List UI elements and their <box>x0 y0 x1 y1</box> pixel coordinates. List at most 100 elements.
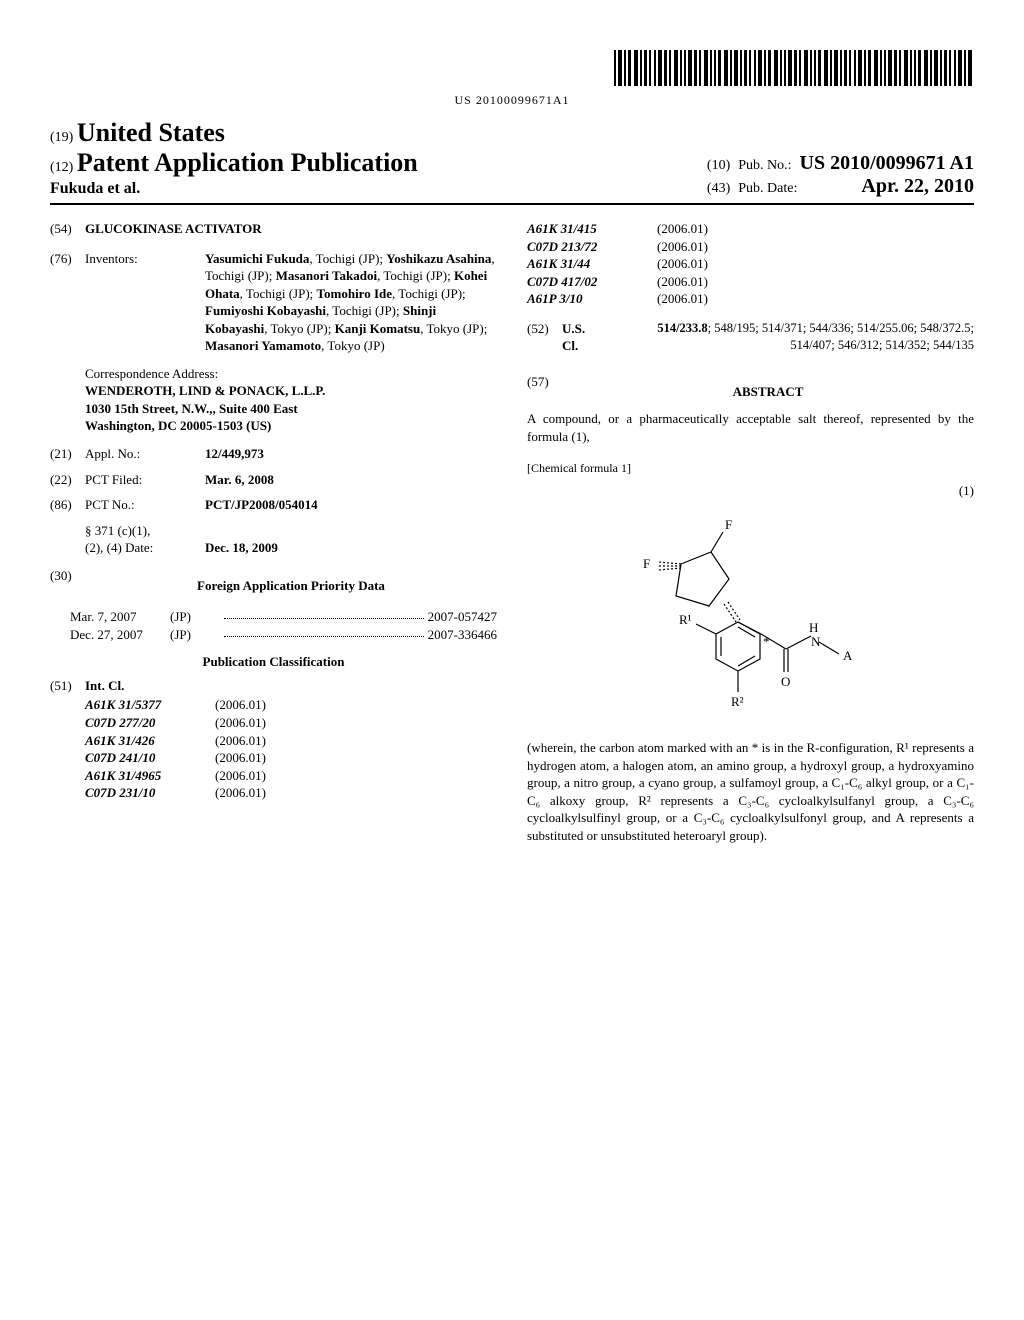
int-cl-code-val: A61P 3/10 <box>527 290 657 308</box>
s371-line2-label: (2), (4) Date: <box>85 539 205 557</box>
inventors-list: Yasumichi Fukuda, Tochigi (JP); Yoshikaz… <box>205 250 497 355</box>
correspondence-label: Correspondence Address: <box>85 365 497 383</box>
int-cl-code-val: C07D 213/72 <box>527 238 657 256</box>
int-cl-item: A61K 31/44 (2006.01) <box>527 255 974 273</box>
correspondence: Correspondence Address: WENDEROTH, LIND … <box>85 365 497 435</box>
inventor-location: , Tochigi (JP); <box>240 286 317 301</box>
pct-filed-label: PCT Filed: <box>85 471 205 489</box>
int-cl-year: (2006.01) <box>657 290 974 308</box>
priority-number: 2007-057427 <box>428 608 497 626</box>
int-cl-item: A61K 31/5377 (2006.01) <box>85 696 497 714</box>
foreign-priority-code-row: (30) Foreign Application Priority Data <box>50 567 497 601</box>
int-cl-year: (2006.01) <box>215 696 497 714</box>
chem-label-N: N <box>811 634 821 649</box>
inventors-label: Inventors: <box>85 250 205 355</box>
inventor-location: , Tokyo (JP) <box>321 338 385 353</box>
priority-row: Mar. 7, 2007 (JP) 2007-057427 <box>70 608 497 626</box>
pct-no-row: (86) PCT No.: PCT/JP2008/054014 <box>50 496 497 514</box>
priority-date: Dec. 27, 2007 <box>70 626 170 644</box>
abstract-intro: A compound, or a pharmaceutically accept… <box>527 410 974 445</box>
inventor-location: , Tokyo (JP); <box>420 321 487 336</box>
priority-country: (JP) <box>170 608 220 626</box>
pct-filed-code: (22) <box>50 471 85 489</box>
us-cl-row: (52) U.S. Cl. 514/233.8; 548/195; 514/37… <box>527 320 974 355</box>
int-cl-year: (2006.01) <box>657 273 974 291</box>
int-cl-year: (2006.01) <box>215 749 497 767</box>
pct-filed-row: (22) PCT Filed: Mar. 6, 2008 <box>50 471 497 489</box>
priority-country: (JP) <box>170 626 220 644</box>
int-cl-row: (51) Int. Cl. <box>50 677 497 695</box>
abstract-code: (57) <box>527 373 562 411</box>
us-cl-label: U.S. Cl. <box>562 320 602 355</box>
title-row: (54) GLUCOKINASE ACTIVATOR <box>50 220 497 238</box>
inventor-location: , Tokyo (JP); <box>264 321 334 336</box>
chem-label-Fprime: F <box>643 556 650 571</box>
us-cl-code: (52) <box>527 320 562 338</box>
int-cl-item: A61K 31/426 (2006.01) <box>85 732 497 750</box>
pub-class-heading: Publication Classification <box>50 653 497 671</box>
inventor-name: Masanori Yamamoto <box>205 338 321 353</box>
right-column: A61K 31/415 (2006.01)C07D 213/72 (2006.0… <box>527 220 974 844</box>
correspondence-line1: WENDEROTH, LIND & PONACK, L.L.P. <box>85 382 497 400</box>
inventor-name: Masanori Takadoi <box>276 268 378 283</box>
int-cl-year: (2006.01) <box>657 220 974 238</box>
inventors-row: (76) Inventors: Yasumichi Fukuda, Tochig… <box>50 250 497 355</box>
left-column: (54) GLUCOKINASE ACTIVATOR (76) Inventor… <box>50 220 497 844</box>
int-cl-item: A61K 31/415 (2006.01) <box>527 220 974 238</box>
pct-no-code: (86) <box>50 496 85 514</box>
country-code: (19) <box>50 130 73 145</box>
header: (19) United States (12) Patent Applicati… <box>50 113 974 205</box>
int-cl-code-val: C07D 241/10 <box>85 749 215 767</box>
priority-number: 2007-336466 <box>428 626 497 644</box>
int-cl-item: C07D 231/10 (2006.01) <box>85 784 497 802</box>
inventor-name: Tomohiro Ide <box>317 286 393 301</box>
int-cl-item: C07D 417/02 (2006.01) <box>527 273 974 291</box>
int-cl-item: A61P 3/10 (2006.01) <box>527 290 974 308</box>
chem-formula-label: [Chemical formula 1] <box>527 460 974 476</box>
int-cl-label: Int. Cl. <box>85 677 124 695</box>
chem-label-R1: R¹ <box>679 612 692 627</box>
chem-label-star: * <box>763 634 770 649</box>
int-cl-year: (2006.01) <box>657 255 974 273</box>
chem-label-R2: R² <box>731 694 744 709</box>
pub-type: Patent Application Publication <box>77 148 418 177</box>
chem-formula-number: (1) <box>527 482 974 500</box>
int-cl-item: C07D 241/10 (2006.01) <box>85 749 497 767</box>
us-cl-values: 514/233.8; 548/195; 514/371; 544/336; 51… <box>610 320 974 354</box>
correspondence-line2: 1030 15th Street, N.W.,, Suite 400 East <box>85 400 497 418</box>
int-cl-code-val: A61K 31/4965 <box>85 767 215 785</box>
pub-no-code: (10) <box>707 158 730 174</box>
us-cl-primary: 514/233.8 <box>657 321 707 335</box>
int-cl-right-list: A61K 31/415 (2006.01)C07D 213/72 (2006.0… <box>527 220 974 308</box>
appl-no-value: 12/449,973 <box>205 445 497 463</box>
inventor-name: Kanji Komatsu <box>335 321 421 336</box>
int-cl-code: (51) <box>50 677 85 695</box>
pub-type-code: (12) <box>50 160 73 175</box>
pub-date-label: Pub. Date: <box>738 181 797 197</box>
int-cl-year: (2006.01) <box>215 767 497 785</box>
int-cl-list: A61K 31/5377 (2006.01)C07D 277/20 (2006.… <box>50 696 497 801</box>
pub-date-code: (43) <box>707 181 730 197</box>
country-name: United States <box>77 118 225 147</box>
pct-filed-value: Mar. 6, 2008 <box>205 471 497 489</box>
barcode-text: US 20100099671A1 <box>50 93 974 108</box>
int-cl-code-val: C07D 231/10 <box>85 784 215 802</box>
chem-label-F: F <box>725 517 732 532</box>
int-cl-item: C07D 213/72 (2006.01) <box>527 238 974 256</box>
correspondence-line3: Washington, DC 20005-1503 (US) <box>85 417 497 435</box>
title-code: (54) <box>50 220 85 238</box>
inventor-location: , Tochigi (JP); <box>326 303 403 318</box>
appl-no-code: (21) <box>50 445 85 463</box>
appl-no-row: (21) Appl. No.: 12/449,973 <box>50 445 497 463</box>
foreign-priority-heading: Foreign Application Priority Data <box>85 577 497 595</box>
us-cl-rest: ; 548/195; 514/371; 544/336; 514/255.06;… <box>708 321 974 352</box>
priority-date: Mar. 7, 2007 <box>70 608 170 626</box>
inventors-code: (76) <box>50 250 85 355</box>
priority-rows: Mar. 7, 2007 (JP) 2007-057427Dec. 27, 20… <box>50 608 497 643</box>
s371-block: § 371 (c)(1), (2), (4) Date: Dec. 18, 20… <box>85 522 497 557</box>
int-cl-code-val: C07D 277/20 <box>85 714 215 732</box>
int-cl-code-val: C07D 417/02 <box>527 273 657 291</box>
pub-no-label: Pub. No.: <box>738 158 791 174</box>
inventor-location: , Tochigi (JP); <box>392 286 466 301</box>
inventor-name: Yoshikazu Asahina <box>386 251 491 266</box>
